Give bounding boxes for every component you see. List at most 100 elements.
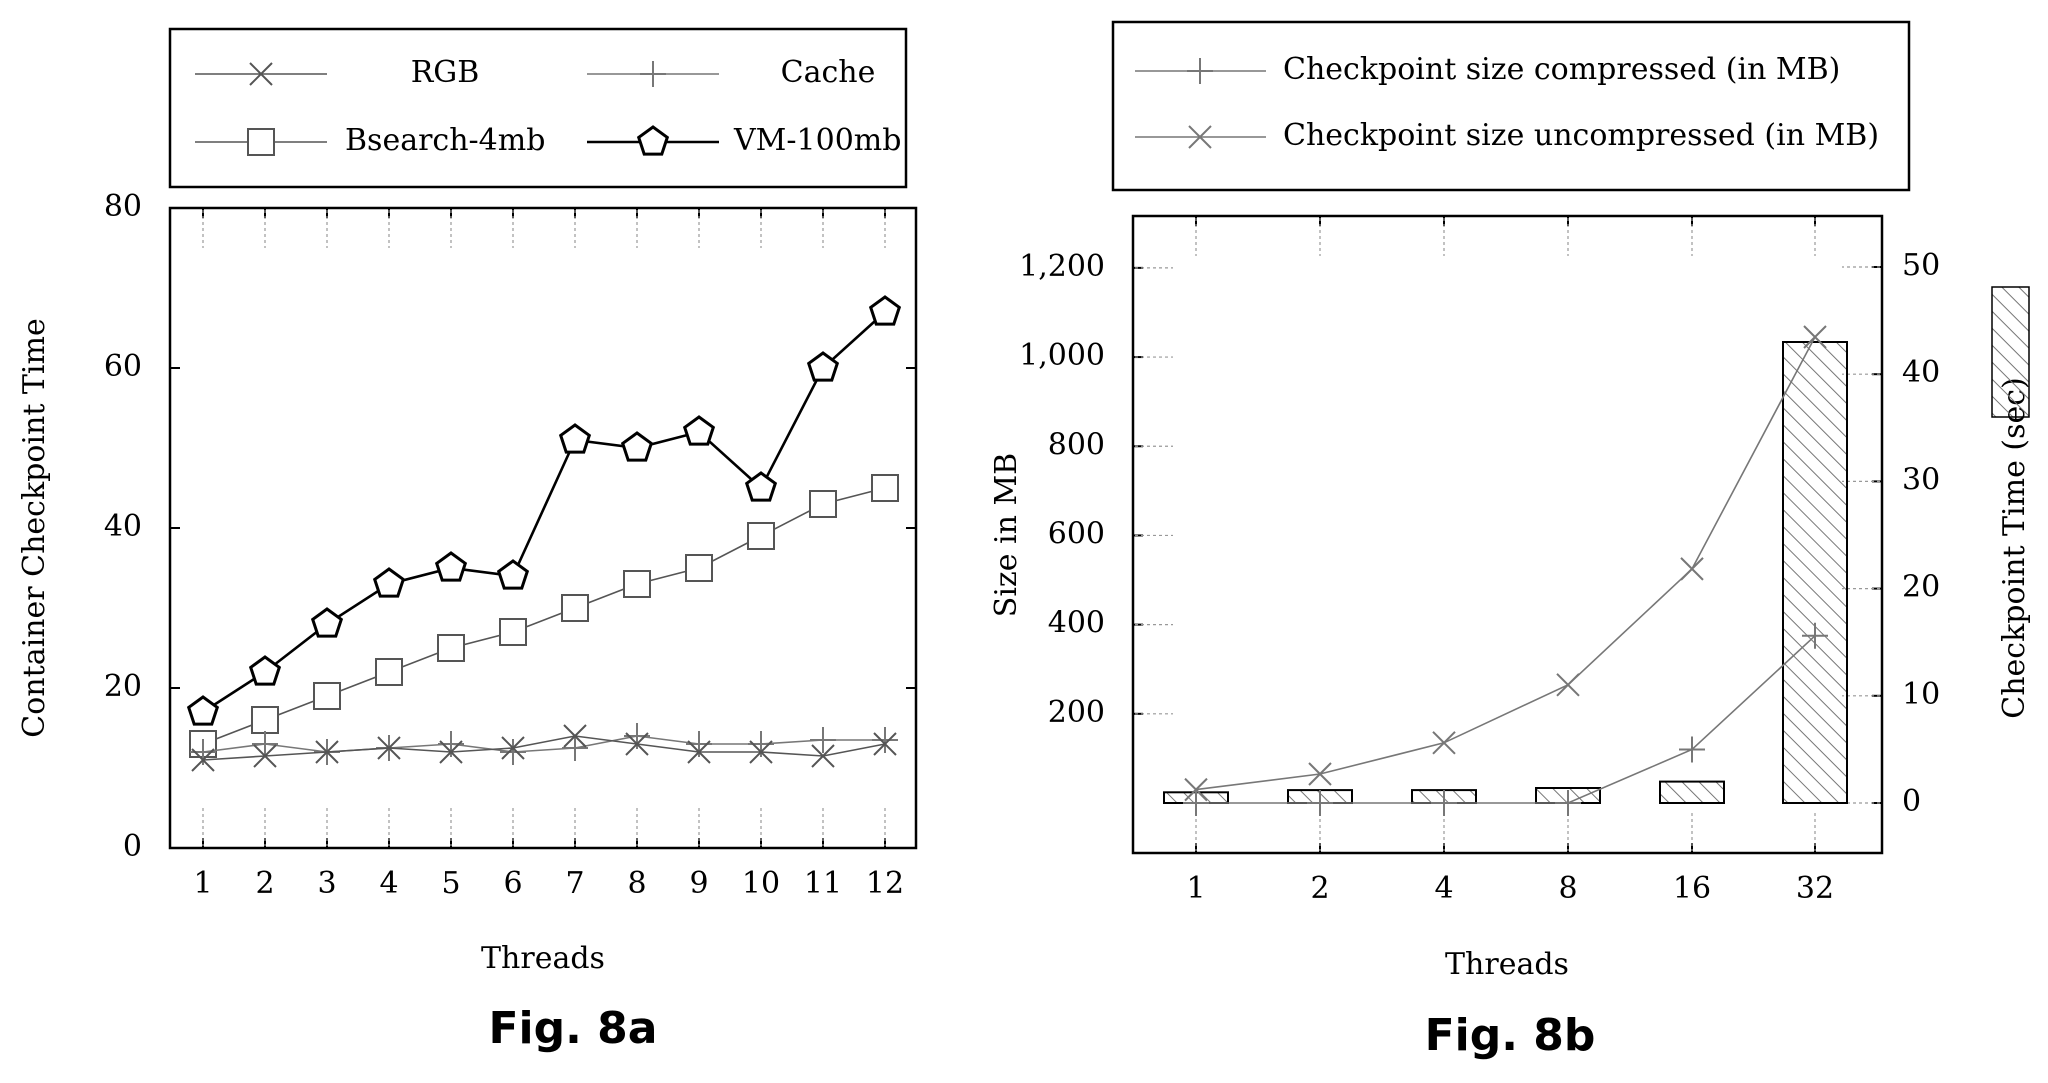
chart-a-series-vm-100mb-point	[186, 695, 220, 726]
chart-b-series-checkpoint-size-uncompressed-in-mb-point	[1803, 325, 1827, 349]
chart-b-y-axis-label: Size in MB	[989, 453, 1024, 617]
chart-a-series-bsearch-4mb-point	[499, 618, 527, 646]
chart-a-y-tick-label: 40	[104, 509, 142, 544]
chart-a-series-rgb-point	[625, 732, 649, 756]
chart-a-x-tick-label: 11	[804, 866, 842, 901]
chart-a-legend-box	[168, 27, 908, 189]
chart-a-x-tick-label: 10	[742, 866, 780, 901]
chart-a-series-bsearch-4mb-point	[313, 682, 341, 710]
chart-b-series-checkpoint-size-uncompressed-in-mb-point	[1556, 673, 1580, 697]
chart-a-series-rgb-point	[253, 744, 277, 768]
chart-a-series-vm-100mb-point	[310, 607, 344, 638]
chart-a-legend-bsearch-4mb-label: Bsearch-4mb	[345, 123, 545, 158]
chart-a-x-tick-label: 3	[317, 866, 336, 901]
chart-a-series-vm-100mb-point	[558, 423, 592, 454]
chart-a-series-vm-100mb-point	[372, 567, 406, 598]
chart-b-legend-box	[1111, 20, 1911, 192]
chart-a-series-rgb-point	[873, 732, 897, 756]
chart-b-x-axis-label: Threads	[1445, 947, 1569, 982]
chart-b-series-checkpoint-size-compressed-in-mb-point	[1802, 622, 1828, 649]
chart-a-series-vm-100mb-point	[744, 471, 778, 502]
chart-a-series-cache-point	[872, 727, 898, 753]
chart-a-x-tick-label: 1	[193, 866, 212, 901]
chart-b-y2-legend-swatch	[1991, 286, 2030, 418]
chart-b-legend-checkpoint-size-compressed-in-mb-label: Checkpoint size compressed (in MB)	[1283, 52, 1840, 87]
chart-a-series-bsearch-4mb-point	[561, 594, 589, 622]
chart-a-series-vm-100mb-point	[496, 559, 530, 590]
chart-a-series-bsearch-4mb-point	[623, 570, 651, 598]
chart-b-x-tick-label: 4	[1434, 871, 1453, 906]
chart-b-axes: 200 400 600 800 1,000 1,200 0 10 20 30 40 50 1 2 4 8 16 3…	[1019, 216, 1940, 906]
chart-a-series-bsearch-4mb-point	[685, 554, 713, 582]
chart-b-series-checkpoint-size-compressed-in-mb-point	[1431, 790, 1457, 816]
chart-b-y-tick-label: 1,000	[1019, 338, 1105, 373]
chart-a-caption: Fig. 8a	[489, 1003, 658, 1054]
chart-a-series-vm-100mb-point	[682, 415, 716, 446]
chart-a-series-vm-100mb-line	[202, 311, 886, 714]
chart-b-series	[1183, 325, 1828, 816]
chart-a-series	[186, 295, 902, 772]
chart-b-bar	[1782, 341, 1848, 804]
chart-b-y-tick-label: 600	[1048, 516, 1105, 551]
chart-a-x-tick-label: 12	[866, 866, 904, 901]
chart-a-series-rgb-point	[687, 740, 711, 764]
chart-a-series-rgb-point	[501, 736, 525, 760]
chart-a-series-bsearch-4mb-point	[809, 490, 837, 518]
chart-b-bars	[1163, 341, 1848, 804]
chart-a-series-bsearch-4mb-point	[375, 658, 403, 686]
chart-b-y-tick-label: 200	[1048, 695, 1105, 730]
chart-a-x-tick-label: 5	[441, 866, 460, 901]
chart-a-series-rgb-point	[563, 724, 587, 748]
chart-a-series-vm-100mb	[186, 295, 902, 726]
chart-a-y-axis-label: Container Checkpoint Time	[17, 318, 52, 737]
chart-a-series-cache-point	[500, 739, 526, 765]
chart-b-series-checkpoint-size-compressed-in-mb-point	[1555, 790, 1581, 816]
chart-a-series-bsearch-4mb-point	[871, 474, 899, 502]
chart-a-legend-rgb-label: RGB	[411, 55, 480, 90]
chart-a-series-rgb-line	[202, 735, 886, 761]
chart-a-series-rgb-point	[377, 736, 401, 760]
chart-a-x-axis-label: Threads	[481, 941, 605, 976]
chart-a-series-cache-point	[810, 727, 836, 753]
chart-a-series-rgb-point	[439, 740, 463, 764]
chart-b-x-tick-label: 32	[1796, 871, 1834, 906]
chart-b-y2-tick-label: 40	[1902, 355, 1940, 390]
chart-a-series-rgb-point	[811, 744, 835, 768]
chart-b-y-tick-label: 400	[1048, 606, 1105, 641]
chart-b-y2-tick-label: 0	[1902, 784, 1921, 819]
chart-b-x-tick-label: 2	[1310, 871, 1329, 906]
chart-b-x-tick-label: 1	[1186, 871, 1205, 906]
chart-b-series-checkpoint-size-uncompressed-in-mb	[1184, 325, 1827, 802]
chart-a-series-bsearch-4mb-point	[251, 706, 279, 734]
chart-a-series-cache	[190, 723, 898, 765]
chart-b-series-checkpoint-size-uncompressed-in-mb-point	[1308, 762, 1332, 786]
chart-a-y-tick-label: 80	[104, 189, 142, 224]
chart-a-legend-vm-100mb-marker	[636, 125, 670, 156]
chart-b-series-checkpoint-size-uncompressed-in-mb-point	[1184, 777, 1208, 802]
chart-a-legend-rgb-marker	[249, 62, 273, 86]
chart-a-series-vm-100mb-point	[248, 655, 282, 686]
chart-b-y2-tick-label: 50	[1902, 248, 1940, 283]
chart-b-series-checkpoint-size-uncompressed-in-mb-point	[1432, 731, 1456, 755]
chart-a-x-tick-label: 9	[689, 866, 708, 901]
chart-b-series-checkpoint-size-uncompressed-in-mb-point	[1680, 557, 1704, 581]
chart-a-series-bsearch-4mb	[189, 474, 899, 758]
chart-b-y2-tick-label: 10	[1902, 677, 1940, 712]
chart-b: Checkpoint size compressed (in MB) Checkp…	[989, 20, 2032, 1061]
chart-b-series-checkpoint-size-uncompressed-in-mb-line	[1195, 336, 1816, 791]
chart-a-x-tick-label: 6	[503, 866, 522, 901]
chart-b-y2-tick-label: 20	[1902, 570, 1940, 605]
chart-b-y-tick-label: 800	[1048, 427, 1105, 462]
chart-a-series-cache-line	[202, 735, 885, 753]
chart-a-x-tick-label: 4	[379, 866, 398, 901]
chart-a-series-bsearch-4mb-point	[437, 634, 465, 662]
chart-a-series-rgb-point	[315, 740, 339, 764]
chart-a-plot-area	[168, 206, 918, 850]
chart-a-y-tick-label: 20	[104, 669, 142, 704]
chart-b-y-tick-label: 1,200	[1019, 249, 1105, 284]
chart-b-caption: Fig. 8b	[1425, 1010, 1596, 1061]
chart-b-y2-axis-label: Checkpoint Time (sec)	[1997, 377, 2032, 718]
